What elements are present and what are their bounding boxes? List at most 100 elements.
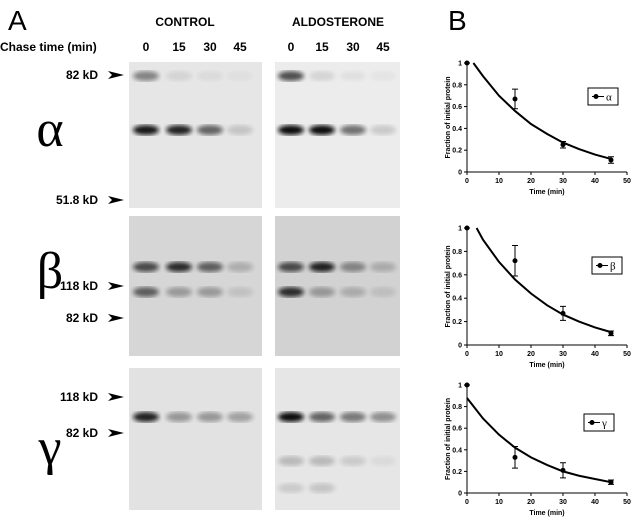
- band: [340, 125, 366, 135]
- x-tick-label: 10: [495, 178, 503, 185]
- marker-label: 82 kD: [66, 426, 98, 440]
- band: [133, 262, 159, 272]
- blot: [129, 62, 262, 208]
- blot: [129, 368, 262, 510]
- legend-label: α: [606, 92, 612, 104]
- marker-arrow: [108, 429, 124, 437]
- band: [309, 125, 335, 135]
- x-tick-label: 50: [623, 178, 631, 185]
- lane-label: 45: [233, 40, 247, 54]
- band: [340, 71, 366, 81]
- band: [309, 262, 335, 272]
- legend-label: γ: [601, 418, 607, 430]
- marker-arrow: [108, 282, 124, 290]
- data-point: [608, 479, 614, 485]
- x-tick-label: 10: [495, 351, 503, 358]
- band: [278, 262, 304, 272]
- band: [166, 125, 192, 135]
- y-tick-label: 1: [458, 61, 462, 68]
- y-tick-label: 0: [458, 170, 462, 177]
- data-point: [560, 467, 566, 473]
- y-axis-label: Fraction of initial protein: [445, 76, 452, 158]
- blot: [275, 62, 400, 208]
- fit-curve: [466, 397, 612, 484]
- band: [340, 412, 366, 422]
- marker-arrow: [108, 71, 124, 79]
- protein-symbol: γ: [38, 419, 62, 476]
- data-point: [464, 225, 470, 231]
- data-point: [464, 60, 470, 66]
- y-tick-label: 0: [458, 491, 462, 498]
- band: [370, 456, 396, 466]
- y-tick-label: 0.8: [452, 82, 462, 89]
- band: [278, 412, 304, 422]
- band: [197, 125, 223, 135]
- marker-label: 51.8 kD: [56, 193, 98, 207]
- protein-symbol: α: [36, 101, 63, 158]
- legend-marker: [597, 263, 603, 268]
- y-tick-label: 0.6: [452, 426, 462, 433]
- x-tick-label: 40: [591, 178, 599, 185]
- y-tick-label: 0.6: [452, 272, 462, 279]
- x-axis-label: Time (min): [529, 362, 564, 369]
- lane-label: 15: [315, 40, 329, 54]
- band: [278, 287, 304, 297]
- x-tick-label: 0: [465, 178, 469, 185]
- panel-label: A: [8, 5, 27, 36]
- band: [166, 71, 192, 81]
- legend-marker: [593, 94, 599, 99]
- band: [340, 262, 366, 272]
- x-tick-label: 20: [527, 351, 535, 358]
- marker-label: 118 kD: [60, 279, 98, 293]
- group-label: CONTROL: [155, 15, 214, 29]
- x-tick-label: 0: [465, 499, 469, 506]
- y-tick-label: 1: [458, 383, 462, 390]
- marker-arrow: [108, 196, 124, 204]
- band: [133, 71, 159, 81]
- marker-arrow: [108, 393, 124, 401]
- band: [370, 287, 396, 297]
- y-tick-label: 0.8: [452, 404, 462, 411]
- band: [133, 287, 159, 297]
- x-tick-label: 30: [559, 178, 567, 185]
- band: [133, 412, 159, 422]
- data-point: [512, 454, 518, 460]
- x-axis-label: Time (min): [529, 510, 564, 517]
- band: [370, 125, 396, 135]
- band: [166, 287, 192, 297]
- x-tick-label: 50: [623, 351, 631, 358]
- band: [227, 262, 253, 272]
- x-tick-label: 20: [527, 178, 535, 185]
- band: [309, 287, 335, 297]
- lane-label: 30: [346, 40, 360, 54]
- x-tick-label: 10: [495, 499, 503, 506]
- data-point: [560, 142, 566, 148]
- marker-label: 118 kD: [60, 390, 98, 404]
- y-axis-label: Fraction of initial protein: [445, 245, 452, 327]
- panel-label: B: [448, 5, 467, 36]
- band: [278, 71, 304, 81]
- x-tick-label: 30: [559, 351, 567, 358]
- marker-label: 82 kD: [66, 68, 98, 82]
- blot: [129, 216, 262, 356]
- y-tick-label: 0.6: [452, 104, 462, 111]
- x-tick-label: 40: [591, 351, 599, 358]
- band: [370, 71, 396, 81]
- group-label: ALDOSTERONE: [292, 15, 384, 29]
- fit-curve: [475, 227, 612, 334]
- fit-curve: [472, 62, 612, 160]
- band: [370, 262, 396, 272]
- y-tick-label: 0.4: [452, 126, 462, 133]
- band: [340, 456, 366, 466]
- band: [166, 262, 192, 272]
- protein-symbol: β: [37, 243, 63, 300]
- x-tick-label: 0: [465, 351, 469, 358]
- marker-label: 82 kD: [66, 311, 98, 325]
- data-point: [512, 96, 518, 102]
- band: [166, 412, 192, 422]
- band: [227, 71, 253, 81]
- x-tick-label: 20: [527, 499, 535, 506]
- lane-label: 0: [143, 40, 150, 54]
- y-tick-label: 0.2: [452, 319, 462, 326]
- band: [309, 71, 335, 81]
